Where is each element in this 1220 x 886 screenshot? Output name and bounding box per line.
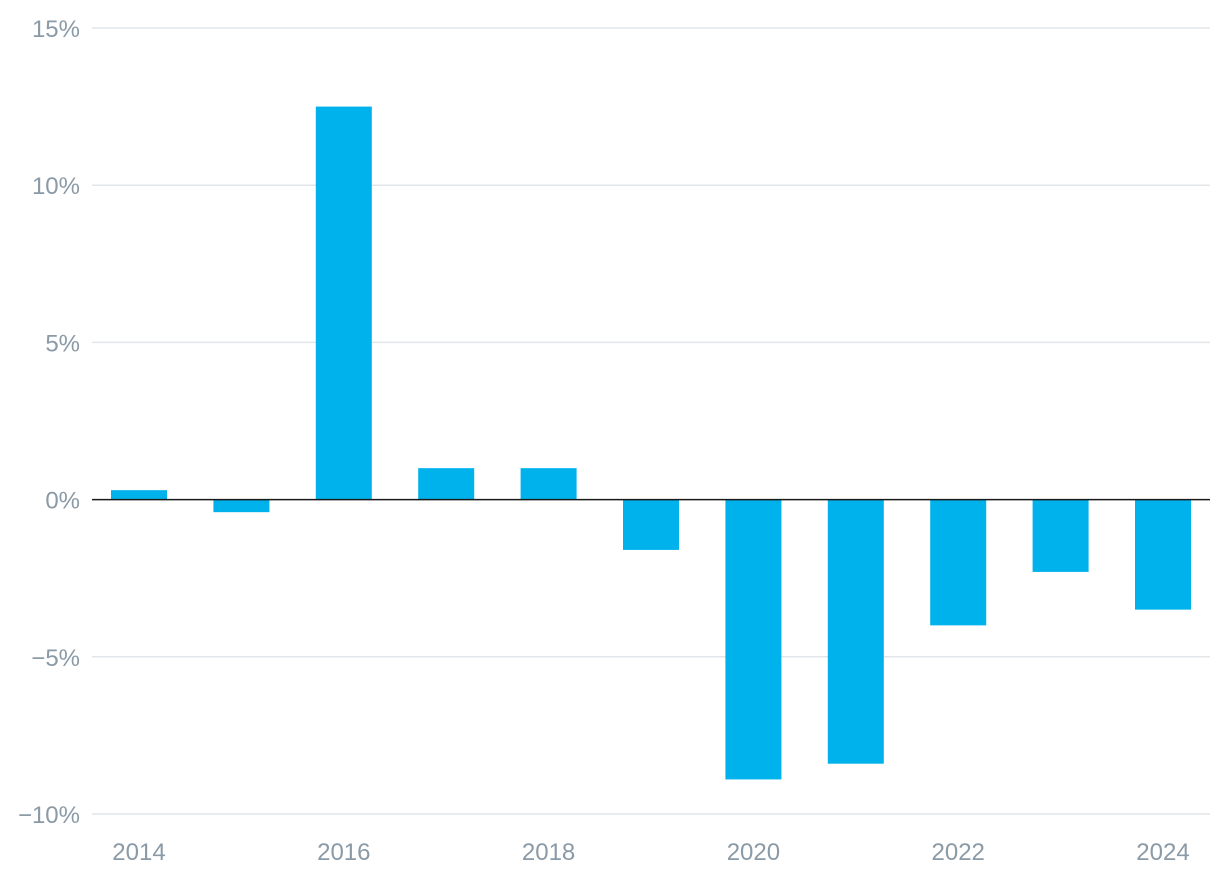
x-tick-label: 2024 (1136, 839, 1189, 866)
grid-lines (92, 27, 1210, 815)
bar-2014 (111, 490, 167, 500)
bar-2023 (1032, 499, 1089, 572)
x-axis-tick-labels: 2014 2016 2018 2020 2022 2024 (112, 839, 1189, 866)
bar-2018 (520, 468, 577, 500)
y-tick-label: −10% (18, 802, 80, 829)
y-tick-label: 15% (32, 16, 80, 43)
bar-2019 (623, 499, 679, 550)
bars (111, 106, 1191, 780)
bar-2017 (418, 468, 475, 500)
x-tick-label: 2016 (317, 839, 370, 866)
y-tick-label: 10% (32, 173, 80, 200)
y-tick-label: 0% (45, 488, 80, 515)
bar-2024 (1135, 499, 1191, 610)
bar-2021 (827, 499, 884, 764)
x-tick-label: 2020 (727, 839, 780, 866)
x-tick-label: 2018 (522, 839, 575, 866)
bar-2016 (315, 106, 372, 500)
y-tick-label: −5% (31, 645, 80, 672)
bar-2022 (930, 499, 987, 626)
bar-2020 (725, 499, 782, 780)
bar-2015 (213, 499, 270, 513)
x-tick-label: 2014 (112, 839, 165, 866)
x-tick-label: 2022 (932, 839, 985, 866)
y-tick-label: 5% (45, 330, 80, 357)
y-axis-tick-labels: 15% 10% 5% 0% −5% −10% (18, 16, 80, 829)
